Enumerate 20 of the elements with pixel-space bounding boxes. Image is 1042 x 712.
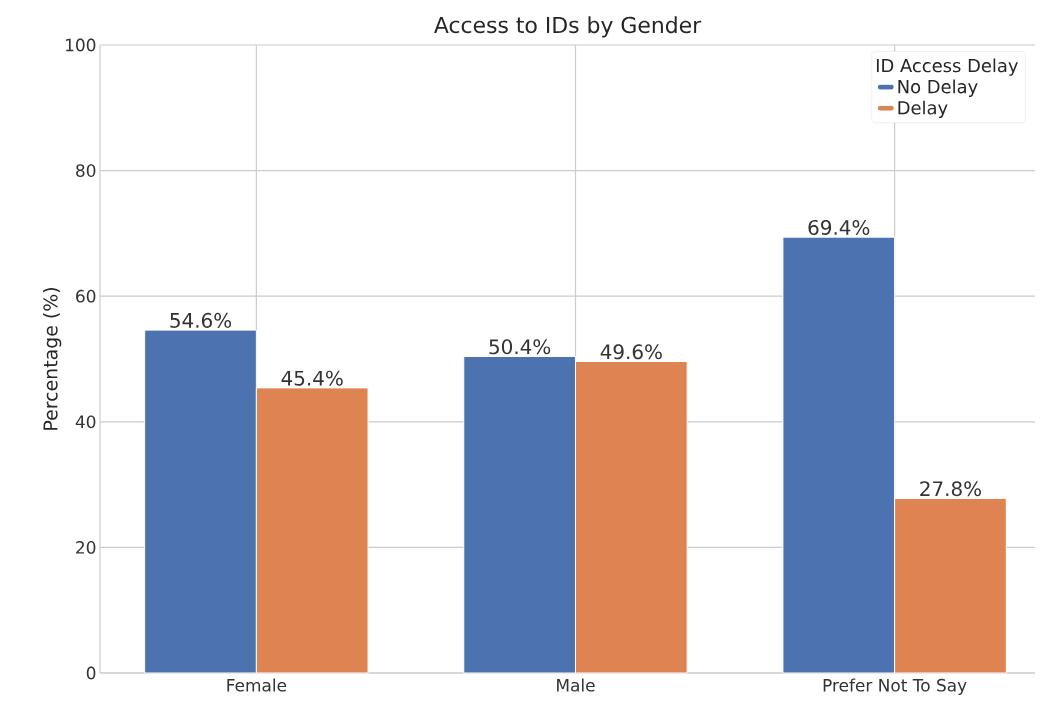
legend-title: ID Access Delay xyxy=(876,58,1018,76)
data-label: 27.8% xyxy=(920,481,981,497)
y-tick-label: 100 xyxy=(66,38,96,52)
y-axis-title: Percentage (%) xyxy=(43,288,62,430)
x-tick-label: Prefer Not To Say xyxy=(823,678,967,695)
data-label: 49.6% xyxy=(600,344,662,360)
chart-title: Access to IDs by Gender xyxy=(434,16,702,38)
data-label: 45.4% xyxy=(281,370,343,386)
y-tick-label: 60 xyxy=(76,289,96,303)
legend-label: No Delay xyxy=(898,79,978,97)
x-tick-label: Female xyxy=(227,678,287,692)
y-tick-label: 40 xyxy=(75,415,96,429)
y-tick-label: 0 xyxy=(86,666,96,680)
legend-label: Delay xyxy=(898,100,948,118)
data-label: 69.4% xyxy=(808,219,870,235)
y-tick-label: 20 xyxy=(76,540,96,554)
data-label: 50.4% xyxy=(489,339,551,355)
y-tick-label: 80 xyxy=(76,164,96,177)
data-label: 54.6% xyxy=(170,312,232,328)
x-tick-label: Male xyxy=(557,678,595,692)
